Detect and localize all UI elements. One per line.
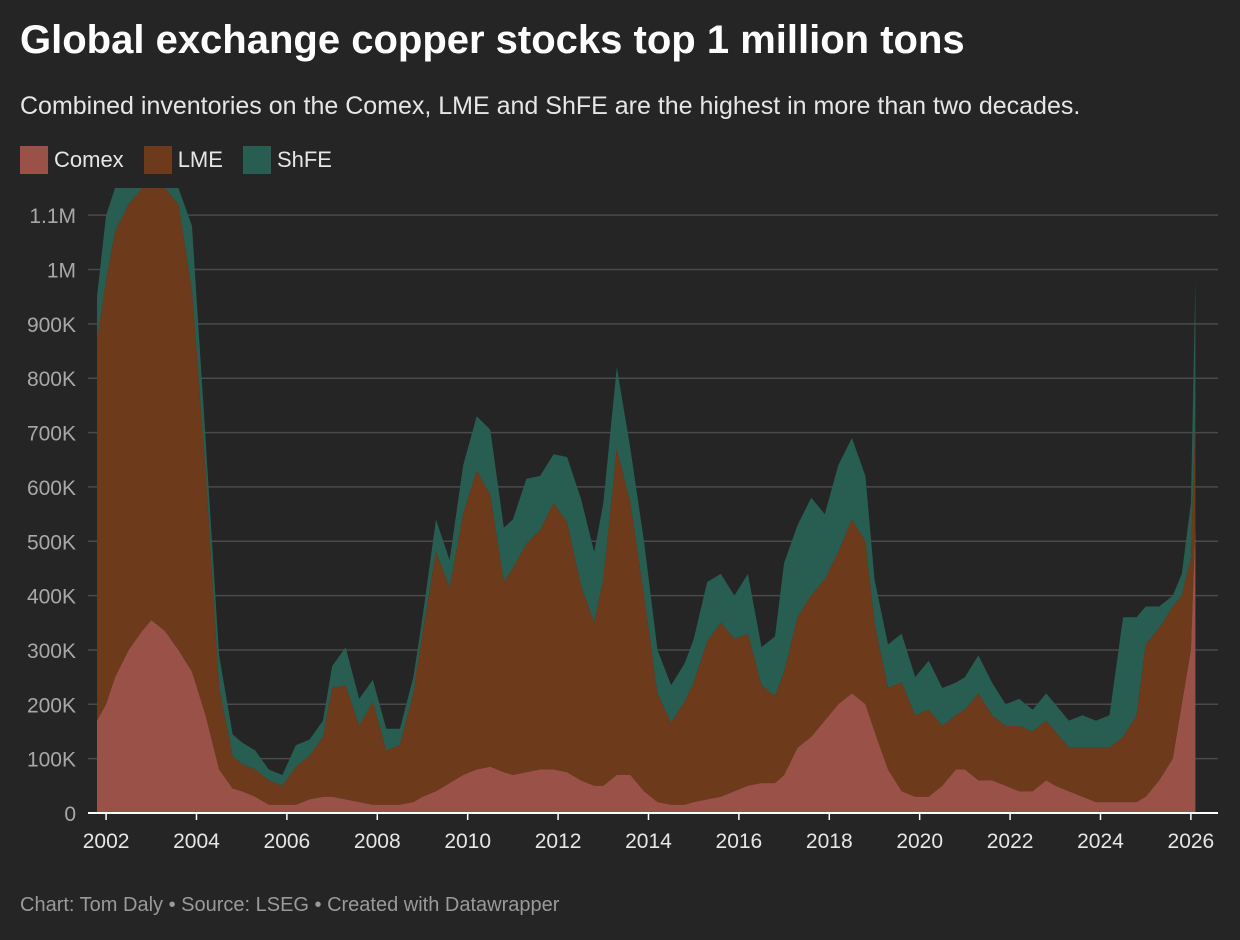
area-series-comex <box>97 525 1196 813</box>
axes: 0 100K 200K 300K 400K 500K 600K 700K 800K 900K 1M 1… <box>27 205 1218 853</box>
x-tick-label: 2014 <box>625 830 672 853</box>
area-series-shfe <box>97 188 1196 786</box>
x-tick-label: 2010 <box>444 830 491 853</box>
legend-swatch-shfe <box>242 146 271 174</box>
y-tick-label: 0 <box>64 803 76 826</box>
y-tick-label: 900K <box>27 314 76 337</box>
y-tick-label: 600K <box>27 477 76 500</box>
x-tick-label: 2016 <box>716 830 763 853</box>
y-tick-label: 700K <box>27 423 76 446</box>
y-tick-label: 1.1M <box>29 205 76 228</box>
legend-item-shfe: ShFE <box>242 146 332 174</box>
x-tick-label: 2020 <box>896 830 943 853</box>
y-tick-label: 800K <box>27 368 76 391</box>
chart-footer: Chart: Tom Daly • Source: LSEG • Created… <box>20 894 560 916</box>
y-tick-label: 400K <box>27 586 76 609</box>
legend-swatch-comex <box>20 146 48 174</box>
x-tick-label: 2008 <box>354 830 401 853</box>
y-tick-label: 100K <box>27 749 76 772</box>
legend-label-comex: Comex <box>54 147 124 172</box>
stacked-areas <box>97 188 1196 813</box>
y-tick-label: 1M <box>47 260 76 283</box>
x-tick-label: 2002 <box>83 830 130 853</box>
legend: Comex LME ShFE <box>20 146 332 174</box>
legend-label-shfe: ShFE <box>276 147 332 172</box>
area-series-lme <box>97 188 1196 805</box>
legend-label-lme: LME <box>177 147 223 172</box>
y-tick-label: 500K <box>27 531 76 554</box>
x-tick-label: 2024 <box>1077 830 1124 853</box>
y-tick-label: 300K <box>27 640 76 663</box>
x-tick-label: 2022 <box>987 830 1034 853</box>
x-tick-label: 2012 <box>535 830 582 853</box>
chart-subtitle: Combined inventories on the Comex, LME a… <box>20 92 1081 120</box>
x-tick-label: 2018 <box>806 830 853 853</box>
y-tick-label: 200K <box>27 694 76 717</box>
x-tick-label: 2026 <box>1168 830 1215 853</box>
x-tick-label: 2006 <box>264 830 311 853</box>
legend-item-comex: Comex <box>20 146 124 174</box>
legend-item-lme: LME <box>143 146 223 174</box>
x-tick-label: 2004 <box>173 830 220 853</box>
legend-swatch-lme <box>143 146 172 174</box>
chart-title: Global exchange copper stocks top 1 mill… <box>20 18 965 62</box>
